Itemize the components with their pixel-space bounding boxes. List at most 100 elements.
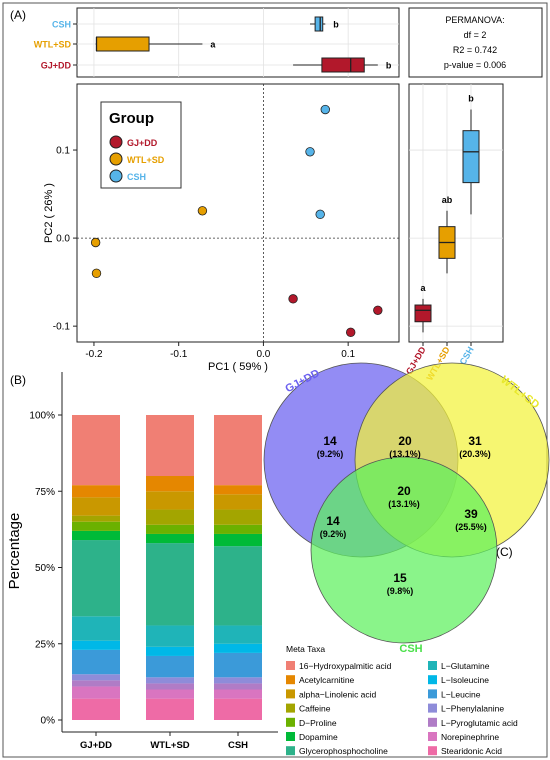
venn-count-gj-dd-wtl-sd-csh: 20	[397, 484, 411, 498]
venn-set-label-csh: CSH	[399, 643, 422, 655]
meta-swatch-alpha-linolenic-acid	[286, 689, 295, 699]
bar-segment-l-pyroglutamic-acid	[72, 680, 120, 687]
bar-segment-l-leucine	[72, 649, 120, 675]
scatter-point-csh	[305, 147, 315, 157]
bar-segment-l-isoleucine	[72, 640, 120, 650]
venn-pct-gj-dd: (9.2%)	[317, 449, 344, 459]
panel-label-b: (B)	[10, 373, 26, 387]
bar-y-tick-label: 0%	[41, 716, 56, 727]
y-tick-label: -0.1	[53, 322, 71, 333]
panel-label-c: (C)	[496, 545, 513, 559]
meta-swatch-d-proline	[286, 717, 295, 727]
permanova-df: df = 2	[464, 30, 487, 40]
pca-x-axis-label: PC1 ( 59% )	[208, 361, 268, 373]
venn-count-wtl-sd-csh: 39	[464, 507, 478, 521]
box-wtl-sd	[95, 36, 150, 52]
meta-label-alpha-linolenic-acid: alpha−Linolenic acid	[299, 689, 377, 699]
meta-label-glycerophosphocholine: Glycerophosphocholine	[299, 746, 388, 756]
bar-segment-l-glutamine	[72, 616, 120, 641]
legend-label-wtlsd: WTL+SD	[127, 155, 165, 165]
meta-swatch-stearidonic-acid	[428, 746, 437, 756]
meta-swatch-l-leucine	[428, 689, 437, 699]
bar-segment-caffeine	[72, 515, 120, 522]
group-legend-title: Group	[109, 110, 154, 127]
permanova-p: p-value = 0.006	[444, 60, 506, 70]
permanova-box: PERMANOVA: df = 2 R2 = 0.742 p-value = 0…	[408, 7, 543, 78]
bar-segment-stearidonic-acid	[146, 698, 194, 720]
box-csh	[314, 16, 324, 32]
bar-segment-l-phenylalanine	[72, 674, 120, 681]
venn-pct-gj-dd-wtl-sd-csh: (13.1%)	[388, 499, 420, 509]
scatter-point-gj-dd	[373, 305, 383, 316]
bar-segment-d-proline	[72, 521, 120, 531]
bar-category-wtl-sd: WTL+SD	[150, 740, 189, 751]
meta-label-l-pyroglutamic-acid: L−Pyroglutamic acid	[441, 718, 518, 728]
bar-segment-16-hydroxypalmitic-acid	[214, 415, 262, 486]
y-tick-label: 0.0	[56, 234, 70, 245]
bar-y-tick-label: 25%	[35, 639, 55, 650]
box-gj-dd	[414, 304, 432, 323]
bar-y-tick-label: 100%	[29, 411, 55, 422]
stacked-bar-panel: 0% 25% 50% 75% 100% GJ+DD WTL+SD CSH	[29, 372, 278, 751]
group-legend: Group GJ+DD WTL+SD CSH	[100, 101, 182, 189]
legend-swatch-wtlsd	[109, 152, 123, 166]
meta-taxa-legend: Meta Taxa 16−Hydroxypalmitic acid Acetylc…	[286, 644, 518, 756]
meta-label-16-hydroxypalmitic-acid: 16−Hydroxypalmitic acid	[299, 661, 392, 671]
group-label-wtl-sd: WTL+SD	[34, 40, 72, 50]
meta-swatch-dopamine	[286, 732, 295, 741]
meta-swatch-l-isoleucine	[428, 675, 437, 685]
meta-label-l-leucine: L−Leucine	[441, 689, 481, 699]
bar-segment-caffeine	[214, 509, 262, 525]
significance-letter: a	[210, 40, 216, 50]
bar-segment-16-hydroxypalmitic-acid	[146, 415, 194, 476]
venn-count-wtl-sd: 31	[468, 434, 482, 448]
bar-segment-d-proline	[214, 524, 262, 534]
bar-category-gj-dd: GJ+DD	[80, 740, 112, 751]
meta-label-l-isoleucine: L−Isoleucine	[441, 675, 489, 685]
bar-segment-stearidonic-acid	[214, 698, 262, 720]
meta-label-acetylcarnitine: Acetylcarnitine	[299, 675, 355, 685]
bar-y-tick-label: 75%	[35, 487, 55, 498]
scatter-point-csh	[320, 104, 330, 115]
meta-label-norepinephrine: Norepinephrine	[441, 732, 499, 742]
box-gj-dd	[321, 57, 365, 73]
bar-segment-acetylcarnitine	[214, 485, 262, 495]
bar-y-tick-label: 50%	[35, 563, 55, 574]
bar-segment-glycerophosphocholine	[72, 540, 120, 617]
scatter-point-csh	[315, 209, 325, 220]
bar-segment-norepinephrine	[214, 689, 262, 699]
y-tick-label: 0.1	[56, 146, 70, 157]
scatter-point-wtl-sd	[197, 206, 208, 216]
venn-pct-gj-dd-csh: (9.2%)	[320, 529, 347, 539]
pc1-boxplot-panel: b CSH a WTL+SD b GJ+DD	[34, 7, 400, 78]
x-tick-label: -0.1	[170, 349, 188, 360]
meta-label-l-phenylalanine: L−Phenylalanine	[441, 704, 504, 714]
pc2-boxplot-panel: aGJ+DDabWTL+SDbCSH	[404, 83, 504, 382]
bar-segment-l-isoleucine	[146, 646, 194, 656]
bar-segment-l-isoleucine	[214, 643, 262, 653]
bar-segment-glycerophosphocholine	[146, 543, 194, 626]
venn-diagram: GJ+DD WTL+SDCSH14(9.2%)31(20.3%)15(9.8%)2…	[263, 362, 550, 655]
meta-swatch-norepinephrine	[428, 732, 437, 741]
venn-count-gj-dd: 14	[323, 434, 337, 448]
venn-count-gj-dd-wtl-sd: 20	[398, 434, 412, 448]
significance-letter: b	[468, 94, 474, 104]
permanova-title: PERMANOVA:	[445, 15, 504, 25]
bar-segment-acetylcarnitine	[146, 476, 194, 492]
venn-count-gj-dd-csh: 14	[326, 514, 340, 528]
bar-segment-d-proline	[146, 524, 194, 534]
bar-segment-l-glutamine	[214, 625, 262, 644]
meta-label-dopamine: Dopamine	[299, 732, 338, 742]
permanova-border	[408, 7, 543, 78]
meta-legend-title: Meta Taxa	[286, 644, 325, 654]
meta-swatch-l-pyroglutamic-acid	[428, 717, 437, 727]
scatter-point-wtl-sd	[91, 268, 102, 279]
bar-segment-alpha-linolenic-acid	[214, 494, 262, 510]
meta-swatch-acetylcarnitine	[286, 675, 295, 685]
bar-segment-l-phenylalanine	[146, 677, 194, 684]
bar-y-axis-label: Percentage	[6, 513, 23, 590]
bar-segment-l-leucine	[146, 655, 194, 678]
meta-swatch-l-phenylalanine	[428, 703, 437, 713]
venn-circle-csh	[310, 456, 498, 644]
